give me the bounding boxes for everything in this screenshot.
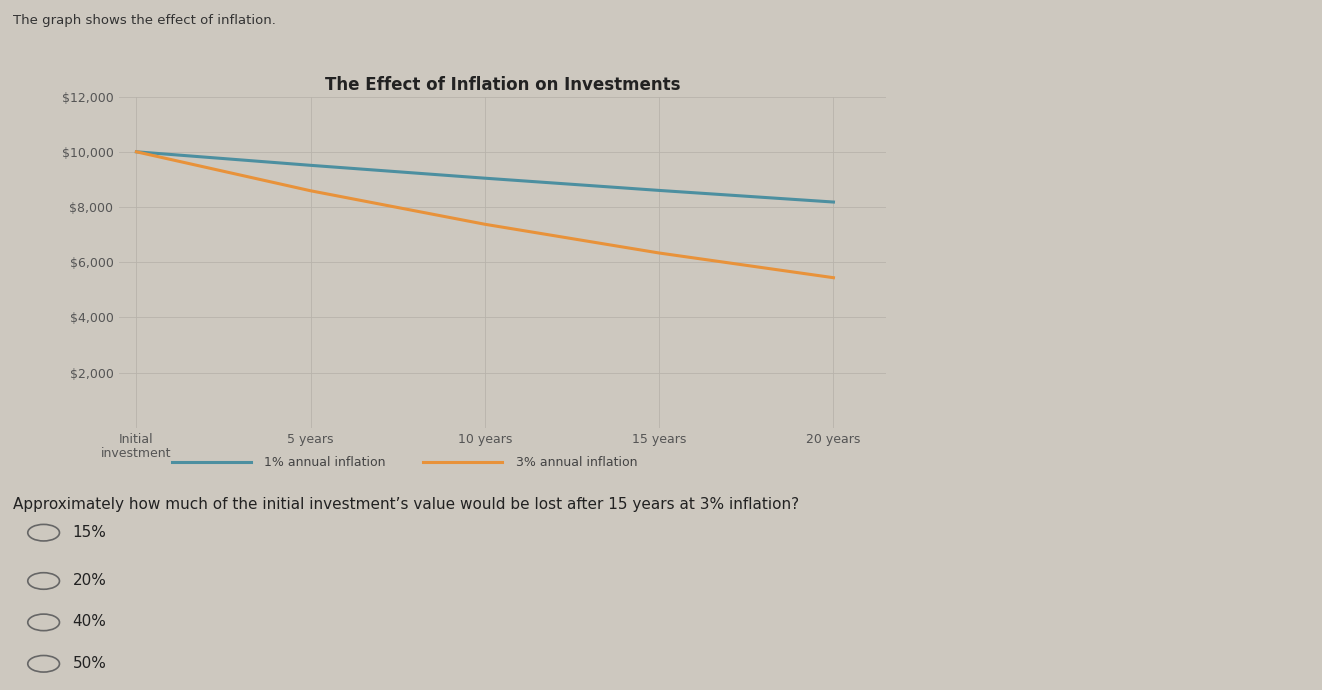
Text: The Effect of Inflation on Investments: The Effect of Inflation on Investments [325,76,680,94]
Text: Approximately how much of the initial investment’s value would be lost after 15 : Approximately how much of the initial in… [13,497,800,512]
Text: 20%: 20% [73,573,107,588]
Text: 40%: 40% [73,614,107,629]
Text: 50%: 50% [73,656,107,671]
Text: 1% annual inflation: 1% annual inflation [264,456,386,469]
Text: 3% annual inflation: 3% annual inflation [516,456,637,469]
Text: The graph shows the effect of inflation.: The graph shows the effect of inflation. [13,14,276,27]
Text: 15%: 15% [73,524,107,540]
